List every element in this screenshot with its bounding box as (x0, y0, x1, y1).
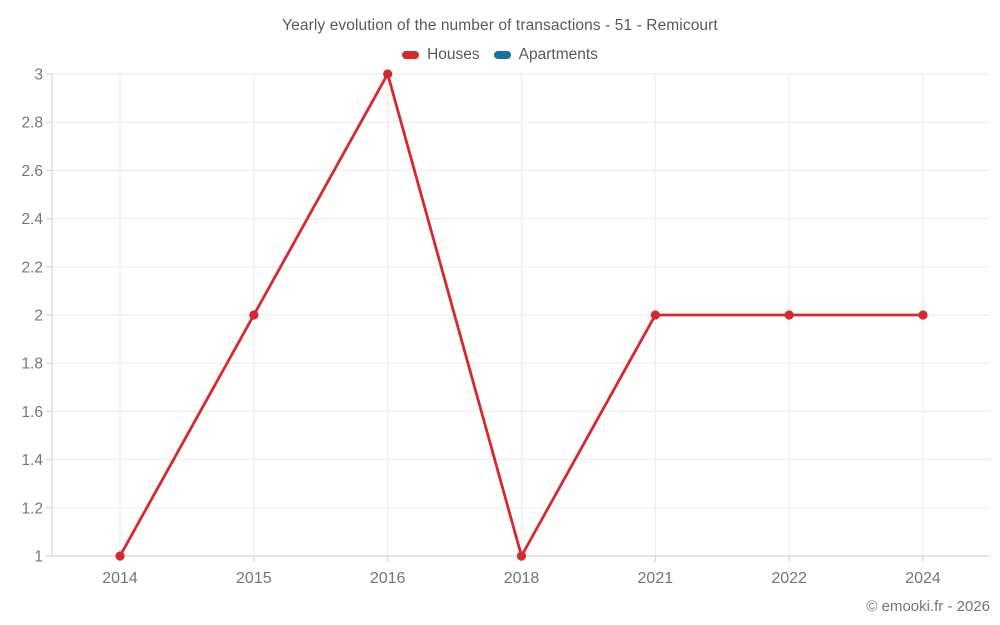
y-tick-label: 1.2 (21, 500, 43, 517)
data-point-houses-2016[interactable] (383, 69, 393, 79)
x-tick-label: 2021 (638, 570, 674, 587)
y-tick-label: 1 (34, 549, 43, 566)
x-tick-label: 2016 (370, 570, 406, 587)
legend-item-apartments[interactable]: Apartments (493, 46, 598, 64)
y-tick-label: 1.6 (21, 404, 43, 421)
chart-title: Yearly evolution of the number of transa… (282, 17, 718, 34)
data-point-houses-2018[interactable] (516, 551, 527, 561)
apartments-series-swatch-icon (493, 51, 511, 59)
copyright-text: © emooki.fr - 2026 (866, 598, 990, 615)
y-tick-label: 2.6 (21, 163, 43, 180)
x-tick-label: 2024 (905, 570, 941, 587)
y-tick-label: 2.8 (21, 115, 43, 132)
data-point-houses-2014[interactable] (115, 551, 125, 561)
y-tick-label: 2.2 (21, 259, 43, 276)
x-tick-label: 2015 (236, 570, 272, 587)
x-tick-label: 2018 (504, 570, 540, 587)
data-point-houses-2021[interactable] (650, 310, 660, 320)
legend-item-houses[interactable]: Houses (402, 46, 480, 64)
x-tick-label: 2014 (102, 570, 138, 587)
legend-label-apartments: Apartments (518, 46, 598, 63)
y-tick-label: 1.8 (21, 356, 43, 373)
y-tick-label: 2.4 (21, 211, 43, 228)
chart-legend: Houses Apartments (0, 46, 1000, 64)
data-point-houses-2015[interactable] (249, 310, 259, 320)
houses-series-swatch-icon (402, 51, 420, 59)
x-tick-label: 2022 (771, 570, 807, 587)
data-point-houses-2024[interactable] (918, 310, 928, 320)
y-tick-label: 1.4 (21, 452, 43, 469)
legend-label-houses: Houses (427, 46, 480, 63)
y-tick-label: 3 (34, 67, 43, 84)
y-tick-label: 2 (34, 308, 43, 325)
data-point-houses-2022[interactable] (784, 310, 794, 320)
